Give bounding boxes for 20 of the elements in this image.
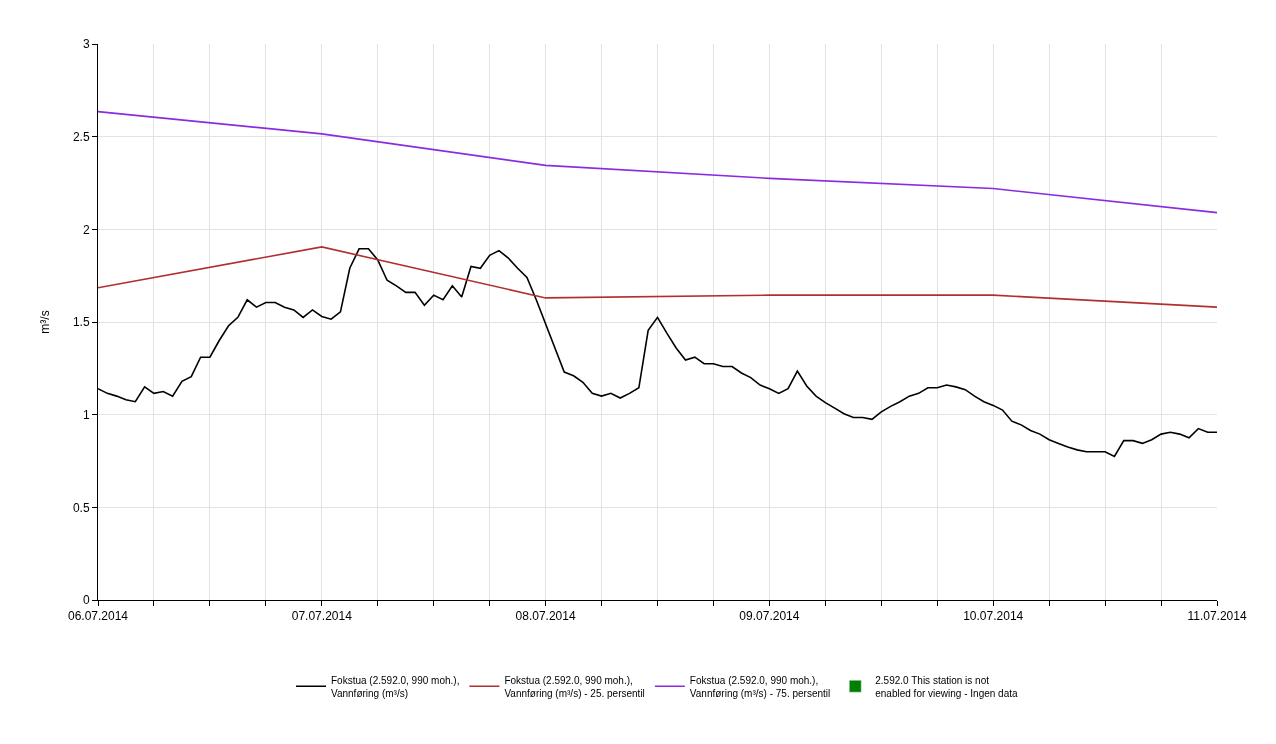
x-tick-label: 09.07.2014 — [739, 609, 800, 624]
y-tick-label: 3 — [82, 37, 90, 52]
x-tick-label: 10.07.2014 — [963, 609, 1024, 624]
x-tick-label: 11.07.2014 — [1187, 609, 1247, 624]
legend-label: Fokstua (2.592.0, 990 moh.), Vannføring (m³/s) - 75. persentil — [689, 674, 831, 699]
legend-label: Fokstua (2.592.0, 990 moh.), Vannføring (m³/s) - 25. persentil — [504, 674, 645, 699]
legend-label: Fokstua (2.592.0, 990 moh.), Vannføring (m³/s) — [331, 674, 460, 699]
x-tick-label: 08.07.2014 — [515, 609, 576, 624]
x-tick-label: 06.07.2014 — [67, 609, 129, 624]
legend-label: 2.592.0 This station is not enabled for viewing - Ingen data — [875, 674, 1019, 699]
y-tick-label: 2 — [82, 222, 90, 237]
y-axis-title: m³/s — [38, 310, 53, 334]
x-tick-label: 07.07.2014 — [291, 609, 353, 624]
line-series — [98, 110, 1217, 214]
y-tick-label: 0.5 — [72, 500, 90, 515]
y-tick-label: 2.5 — [72, 129, 90, 144]
y-tick-label: 1.5 — [72, 315, 90, 330]
y-tick-label: 0 — [82, 593, 90, 608]
line-series — [98, 246, 1217, 308]
y-tick-label: 1 — [82, 407, 90, 422]
